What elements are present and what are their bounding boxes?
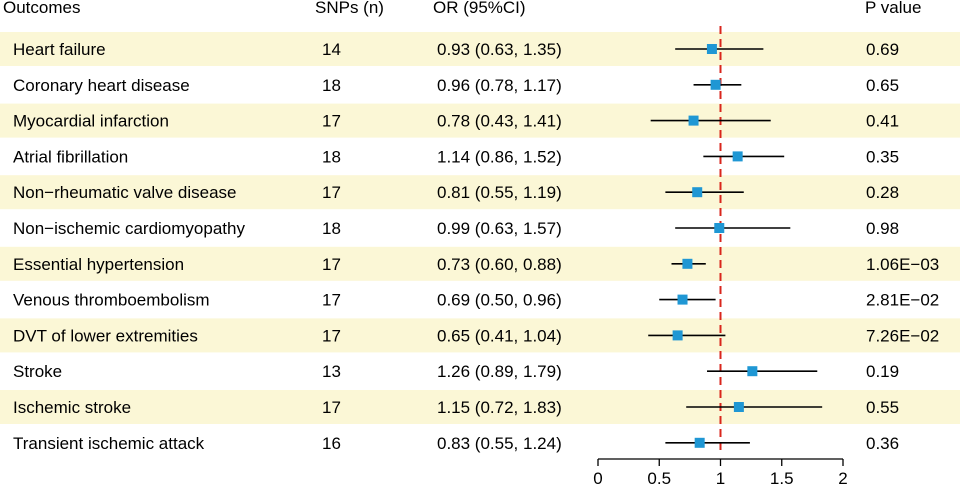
point-estimate — [692, 187, 703, 198]
or-ci-value: 0.78 (0.43, 1.41) — [437, 112, 562, 131]
x-axis: 0 0.5 1 1.5 2 — [593, 458, 848, 488]
p-value: 7.26E−02 — [866, 326, 939, 345]
or-ci-value: 0.93 (0.63, 1.35) — [437, 40, 562, 59]
point-estimate — [694, 437, 705, 448]
x-tick-label: 1.5 — [770, 469, 794, 488]
outcome-label: Non−rheumatic valve disease — [13, 183, 236, 202]
or-ci-value: 1.15 (0.72, 1.83) — [437, 398, 562, 417]
outcome-label: Transient ischemic attack — [13, 434, 205, 453]
outcome-label: Venous thromboembolism — [13, 291, 210, 310]
point-estimate — [677, 294, 688, 305]
or-ci-value: 0.83 (0.55, 1.24) — [437, 434, 562, 453]
x-tick-label: 2 — [838, 469, 847, 488]
x-tick-label: 1 — [716, 469, 725, 488]
snps-value: 18 — [322, 219, 341, 238]
row-stripe — [0, 318, 960, 353]
snps-value: 17 — [322, 291, 341, 310]
header-or-ci: OR (95%CI) — [433, 0, 526, 17]
p-value: 0.55 — [866, 398, 899, 417]
outcome-label: Heart failure — [13, 40, 106, 59]
row-stripe — [0, 175, 960, 210]
or-ci-value: 1.26 (0.89, 1.79) — [437, 362, 562, 381]
point-estimate — [733, 402, 744, 412]
outcome-label: Non−ischemic cardiomyopathy — [13, 219, 245, 238]
point-estimate — [710, 79, 721, 90]
p-value: 0.36 — [866, 434, 899, 453]
p-value: 0.35 — [866, 147, 899, 166]
header-p-value: P value — [865, 0, 921, 17]
outcome-label: Coronary heart disease — [13, 76, 190, 95]
outcome-label: Ischemic stroke — [13, 398, 131, 417]
p-value: 0.41 — [866, 112, 899, 131]
point-estimate — [732, 151, 743, 162]
or-ci-value: 0.81 (0.55, 1.19) — [437, 183, 562, 202]
point-estimate — [706, 44, 717, 54]
snps-value: 16 — [322, 434, 341, 453]
or-ci-value: 0.99 (0.63, 1.57) — [437, 219, 562, 238]
or-ci-value: 0.96 (0.78, 1.17) — [437, 76, 562, 95]
p-value: 0.65 — [866, 76, 899, 95]
p-value: 0.28 — [866, 183, 899, 202]
or-ci-value: 0.65 (0.41, 1.04) — [437, 326, 562, 345]
snps-value: 18 — [322, 147, 341, 166]
row-stripe — [0, 246, 960, 281]
table-header: Outcomes SNPs (n) OR (95%CI) P value — [3, 0, 921, 17]
snps-value: 17 — [322, 112, 341, 131]
point-estimate — [714, 223, 725, 233]
or-ci-value: 0.69 (0.50, 0.96) — [437, 291, 562, 310]
p-value: 2.81E−02 — [866, 291, 939, 310]
table-rows: Heart failure 14 0.93 (0.63, 1.35) 0.69 Coro… — [13, 40, 939, 453]
header-outcomes: Outcomes — [3, 0, 80, 17]
ci-marks — [648, 44, 823, 448]
row-stripe — [0, 103, 960, 138]
p-value: 1.06E−03 — [866, 255, 939, 274]
outcome-label: Myocardial infarction — [13, 112, 169, 131]
snps-value: 17 — [322, 255, 341, 274]
snps-value: 17 — [322, 398, 341, 417]
row-stripe — [0, 32, 960, 66]
snps-value: 17 — [322, 326, 341, 345]
outcome-label: Atrial fibrillation — [13, 147, 128, 166]
p-value: 0.69 — [866, 40, 899, 59]
point-estimate — [682, 258, 693, 269]
snps-value: 13 — [322, 362, 341, 381]
p-value: 0.98 — [866, 219, 899, 238]
or-ci-value: 1.14 (0.86, 1.52) — [437, 147, 562, 166]
x-tick-label: 0 — [593, 469, 602, 488]
snps-value: 17 — [322, 183, 341, 202]
outcome-label: Essential hypertension — [13, 255, 184, 274]
or-ci-value: 0.73 (0.60, 0.88) — [437, 255, 562, 274]
p-value: 0.19 — [866, 362, 899, 381]
header-snps: SNPs (n) — [315, 0, 384, 17]
outcome-label: DVT of lower extremities — [13, 326, 198, 345]
outcome-label: Stroke — [13, 362, 62, 381]
x-tick-label: 0.5 — [647, 469, 671, 488]
snps-value: 18 — [322, 76, 341, 95]
point-estimate — [672, 330, 683, 341]
point-estimate — [747, 366, 758, 377]
point-estimate — [688, 115, 699, 126]
snps-value: 14 — [322, 40, 341, 59]
